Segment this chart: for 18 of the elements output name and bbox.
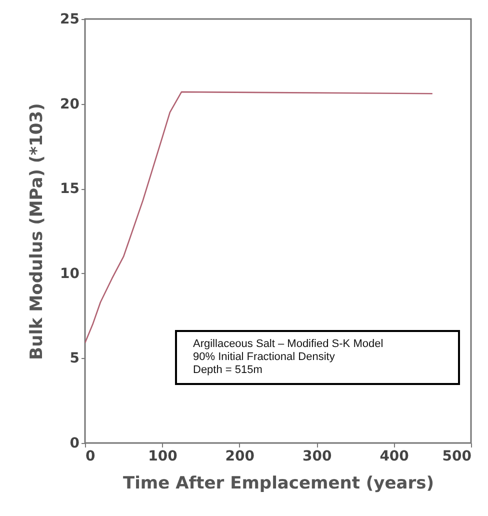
x-tick-label: 300 <box>302 448 332 464</box>
text-box: Argillaceous Salt – Modified S-K Model 90% Initial Fractional Density Depth = 515m <box>175 330 460 385</box>
y-tick-label: 10 <box>60 266 80 282</box>
x-tick-label: 500 <box>442 448 472 464</box>
y-tick-label: 15 <box>60 181 80 198</box>
y-tick-label: 20 <box>60 96 80 112</box>
x-tick-label: 200 <box>225 448 255 464</box>
y-tick-label: 0 <box>70 436 80 452</box>
x-tick-label: 100 <box>148 448 178 464</box>
annotation: 90% Initial Fractional Density <box>193 351 336 364</box>
annotation: Argillaceous Salt – Modified S-K Model <box>193 338 384 351</box>
annotation: Depth = 515m <box>193 364 264 377</box>
x-tick-label: 400 <box>380 448 410 464</box>
y-tick-label: 25 <box>60 12 80 28</box>
x-axis-title: Time After Emplacement (years) <box>122 474 434 494</box>
y-axis-title: Bulk Modulus (MPa) (*103) <box>27 103 48 360</box>
x-tick-label: 0 <box>86 448 96 464</box>
y-tick-label: 5 <box>70 350 80 367</box>
